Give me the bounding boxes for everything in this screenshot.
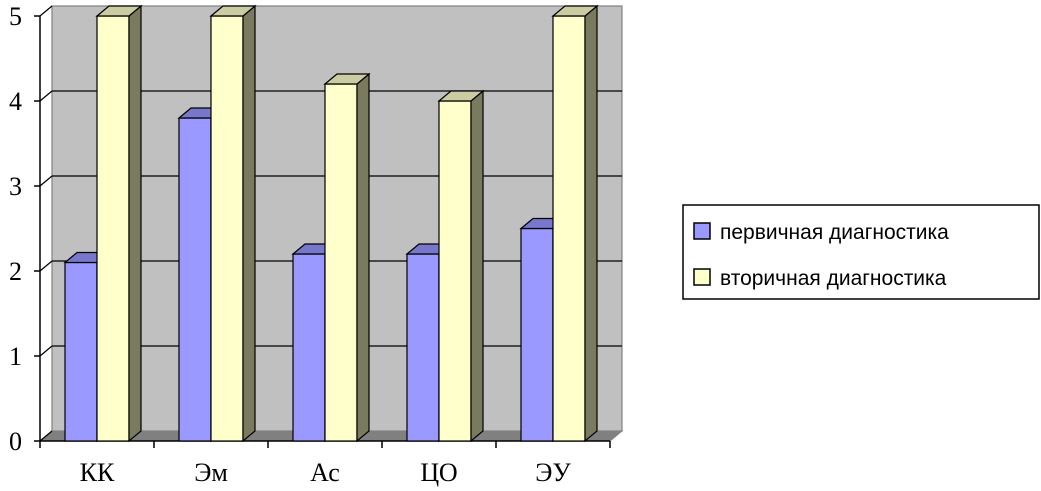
gridline-side [39,430,53,442]
legend: первичная диагностика вторичная диагност… [682,204,1040,300]
x-axis: КК Эм Ас ЦО ЭУ [39,440,611,487]
bar-secondary-2 [209,4,257,443]
bars [63,4,599,443]
bar-secondary-4 [437,89,485,443]
legend-label-series-1: первичная диагностика [720,221,949,244]
x-tick-label: ЭУ [535,458,571,487]
y-tick-label: 5 [9,2,22,31]
x-tick-label: ЦО [420,458,457,487]
legend-swatch-series-2 [693,268,711,286]
bar-secondary-3 [323,72,371,443]
gridline-side [39,175,53,187]
y-tick-label: 0 [9,427,22,456]
gridline-side [39,345,53,357]
y-tick-label: 4 [9,87,22,116]
gridline-side [39,90,53,102]
x-tick-label: КК [80,458,115,487]
x-tick-label: Эм [194,458,228,487]
legend-swatch-series-1 [693,222,711,240]
gridline-side [39,5,53,17]
legend-box [682,204,1040,300]
y-tick-label: 3 [9,172,22,201]
bar-secondary-5 [551,4,599,443]
bar-secondary-1 [95,4,143,443]
y-tick-label: 1 [9,342,22,371]
legend-label-series-2: вторичная диагностика [720,267,947,290]
x-tick-label: Ас [310,458,340,487]
gridline-side [39,260,53,272]
y-axis: 0 1 2 3 4 5 [9,2,41,456]
y-tick-label: 2 [9,257,22,286]
